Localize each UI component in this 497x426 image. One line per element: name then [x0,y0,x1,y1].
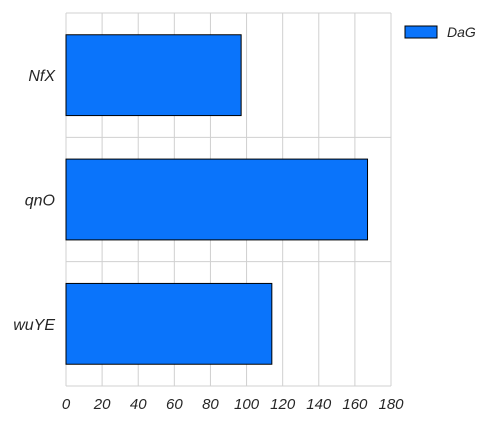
bar-wuYE [65,282,273,365]
x-tick-label: 180 [378,396,404,413]
x-tick-label: 140 [306,396,332,413]
x-tick-label: 120 [270,396,296,413]
y-tick-label: NfX [28,68,56,85]
x-tick-label: 80 [202,396,219,413]
x-tick-label: 60 [166,396,183,413]
x-tick-label: 20 [93,396,111,413]
x-tick-label: 160 [342,396,368,413]
bars [65,34,369,365]
y-tick-label: qnO [25,193,55,210]
legend-label: DaG [447,24,476,40]
x-tick-label: 40 [130,396,147,413]
y-tick-label: wuYE [13,317,55,334]
legend-swatch [404,25,438,39]
x-tick-label: 0 [62,396,71,413]
value-axis: 0 20 40 60 80 100 120 140 160 180 [62,396,404,413]
bar-qnO [65,158,369,241]
legend: DaG [404,24,476,40]
bar-NfX [65,34,242,117]
category-axis: NfX qnO wuYE [13,68,56,334]
x-tick-label: 100 [234,396,260,413]
